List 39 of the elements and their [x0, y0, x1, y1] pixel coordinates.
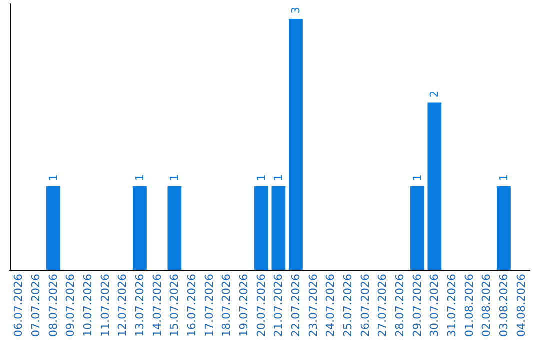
- data-label: 1: [254, 174, 268, 182]
- x-tick-label: 27.07.2026: [376, 274, 390, 337]
- x-tick-label: 02.08.2026: [480, 274, 494, 337]
- x-tick-label: 17.07.2026: [202, 274, 216, 337]
- data-label: 1: [46, 174, 60, 182]
- x-tick-label: 23.07.2026: [306, 274, 320, 337]
- x-tick-label: 28.07.2026: [394, 274, 406, 337]
- x-tick-label: 10.07.2026: [82, 274, 94, 337]
- x-tick-label: 13.07.2026: [134, 274, 146, 337]
- x-tick-label: 14.07.2026: [150, 274, 164, 337]
- data-label: 1: [272, 174, 286, 182]
- x-tick-label: 12.07.2026: [116, 274, 130, 337]
- x-tick-label: 20.07.2026: [254, 274, 268, 337]
- x-tick-label: 04.08.2026: [514, 274, 528, 337]
- data-label: 3: [290, 7, 302, 14]
- data-label: 1: [168, 174, 182, 182]
- x-tick-label: 18.07.2026: [220, 274, 234, 337]
- x-tick-label: 21.07.2026: [272, 274, 286, 337]
- data-label: 1: [498, 174, 510, 182]
- data-label: 1: [410, 174, 424, 182]
- x-tick-label: 25.07.2026: [342, 274, 354, 337]
- x-tick-label: 26.07.2026: [358, 274, 372, 337]
- x-tick-label: 15.07.2026: [168, 274, 182, 337]
- data-label: 2: [428, 90, 442, 98]
- x-tick-label: 29.07.2026: [410, 274, 424, 337]
- x-tick-label: 16.07.2026: [186, 274, 198, 337]
- data-label: 1: [134, 174, 146, 182]
- x-tick-label: 08.07.2026: [46, 274, 60, 337]
- x-tick-label: 19.07.2026: [238, 274, 250, 337]
- x-tick-label: 30.07.2026: [428, 274, 442, 337]
- x-tick-label: 22.07.2026: [290, 274, 302, 337]
- x-tick-label: 11.07.2026: [98, 274, 112, 337]
- x-tick-label: 31.07.2026: [446, 274, 458, 337]
- x-tick-label: 03.08.2026: [498, 274, 510, 337]
- x-tick-label: 24.07.2026: [324, 274, 338, 337]
- x-tick-label: 06.07.2026: [12, 274, 26, 337]
- x-tick-label: 01.08.2026: [462, 274, 476, 337]
- x-tick-label: 09.07.2026: [64, 274, 78, 337]
- x-tick-label: 07.07.2026: [30, 274, 42, 337]
